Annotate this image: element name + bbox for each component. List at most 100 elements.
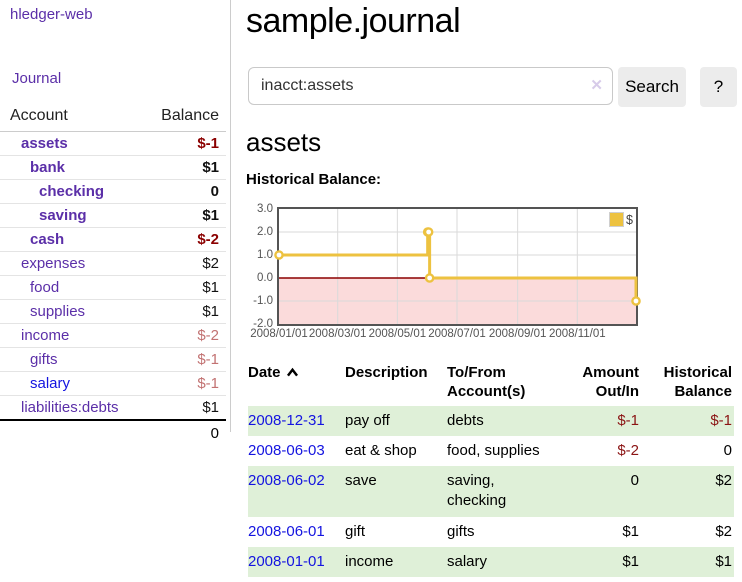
- balance-chart: 3.0 2.0 1.0 0.0 -1.0 -2.0 $ 2008/01/01 2008/03…: [245, 200, 715, 346]
- register-header-row: Date Description To/From Account(s) Amou…: [248, 361, 734, 406]
- x-axis-tick: 2008/11/01: [548, 328, 606, 340]
- register-header-balance: Historical Balance: [663, 364, 732, 400]
- account-balance: $-1: [197, 375, 219, 392]
- transaction-date-cell: 2008-06-01: [248, 517, 345, 547]
- register-header-amount: Amount Out/In: [582, 364, 639, 400]
- account-balance: $1: [202, 207, 219, 224]
- x-axis-tick: 2008/01/01: [250, 328, 308, 340]
- search-button[interactable]: Search: [618, 67, 686, 107]
- clear-search-icon[interactable]: ✕: [590, 77, 603, 94]
- register-header-accounts: To/From Account(s): [447, 364, 526, 400]
- y-axis-tick: 3.0: [257, 203, 273, 215]
- sidebar: hledger-web Journal Account Balance asse…: [0, 0, 231, 442]
- account-link-saving[interactable]: saving: [39, 207, 87, 224]
- accounts-body: assets $-1 bank $1 checking 0 saving $1 cash $-2 e…: [0, 132, 226, 419]
- transaction-date-cell: 2008-06-03: [248, 436, 345, 466]
- register-row: 2008-06-01 gift gifts $1 $2: [248, 517, 734, 547]
- account-row: bank $1: [0, 156, 226, 180]
- transaction-amount: 0: [630, 472, 639, 489]
- register-row: 2008-06-02 save saving, checking 0 $2: [248, 466, 734, 517]
- transaction-accounts: saving, checking: [447, 472, 507, 510]
- account-link-supplies[interactable]: supplies: [30, 303, 86, 320]
- account-balance: $-1: [197, 135, 219, 152]
- chart-plot[interactable]: $: [274, 207, 641, 326]
- transaction-date-link[interactable]: 2008-06-03: [248, 441, 325, 459]
- page-title: sample.journal: [246, 2, 461, 40]
- account-link-salary[interactable]: salary: [30, 375, 71, 392]
- y-axis-tick: -1.0: [253, 295, 273, 307]
- data-point-marker[interactable]: [423, 227, 434, 237]
- search-box: ✕: [248, 67, 613, 105]
- account-row: food $1: [0, 276, 226, 300]
- chart-title: Historical Balance:: [246, 171, 382, 188]
- help-button[interactable]: ?: [700, 67, 737, 107]
- transaction-amount: $1: [622, 522, 639, 540]
- transaction-description: eat & shop: [345, 441, 417, 459]
- transaction-balance: $2: [715, 472, 732, 489]
- account-row: saving $1: [0, 204, 226, 228]
- accounts-total-value: 0: [210, 425, 219, 442]
- account-row: assets $-1: [0, 132, 226, 156]
- account-link-food[interactable]: food: [30, 279, 60, 296]
- register-row: 2008-06-03 eat & shop food, supplies $-2 0: [248, 436, 734, 466]
- y-axis-tick: 0.0: [257, 272, 273, 284]
- register-row: 2008-12-31 pay off debts $-1 $-1: [248, 405, 734, 436]
- register-header-date[interactable]: Date: [248, 361, 345, 406]
- account-link-assets[interactable]: assets: [21, 135, 68, 152]
- account-link-expenses[interactable]: expenses: [21, 255, 86, 272]
- transaction-date-link[interactable]: 2008-06-01: [248, 522, 325, 540]
- account-balance: $1: [202, 303, 219, 320]
- transaction-amount: $1: [622, 552, 639, 570]
- register-table: Date Description To/From Account(s) Amou…: [248, 361, 734, 577]
- account-heading: assets: [246, 127, 322, 157]
- nav-journal-link[interactable]: Journal: [12, 70, 62, 87]
- transaction-accounts: salary: [447, 552, 488, 570]
- account-balance: $-1: [197, 351, 219, 368]
- search-input[interactable]: [249, 68, 612, 104]
- account-row: supplies $1: [0, 300, 226, 324]
- transaction-description: save: [345, 472, 377, 489]
- accounts-header-account: Account: [10, 107, 68, 124]
- transaction-amount: $-1: [617, 411, 639, 429]
- account-row: income $-2: [0, 324, 226, 348]
- account-balance: $1: [202, 279, 219, 296]
- data-point-marker[interactable]: [424, 273, 435, 283]
- account-link-income[interactable]: income: [21, 327, 70, 344]
- account-balance: $1: [202, 399, 219, 416]
- transaction-date-cell: 2008-06-02: [248, 466, 345, 517]
- transaction-balance: $2: [715, 522, 732, 540]
- account-link-checking[interactable]: checking: [39, 183, 105, 200]
- data-point-marker[interactable]: [631, 296, 641, 306]
- transaction-amount: $-2: [617, 441, 639, 459]
- register-header-description: Description: [345, 364, 428, 381]
- account-link-gifts[interactable]: gifts: [30, 351, 58, 368]
- register-body: 2008-12-31 pay off debts $-1 $-1 2008-06-03 ea…: [248, 405, 734, 577]
- data-point-marker[interactable]: [274, 250, 284, 260]
- sort-ascending-icon: [286, 367, 298, 377]
- accounts-header-balance: Balance: [161, 107, 219, 124]
- account-row: salary $-1: [0, 372, 226, 396]
- y-axis-tick: -2.0: [253, 318, 273, 330]
- account-row: gifts $-1: [0, 348, 226, 372]
- account-row: cash $-2: [0, 228, 226, 252]
- transaction-date-link[interactable]: 2008-12-31: [248, 411, 325, 429]
- transaction-date-link[interactable]: 2008-06-02: [248, 472, 325, 489]
- account-link-bank[interactable]: bank: [30, 159, 66, 176]
- transaction-description: gift: [345, 522, 366, 540]
- accounts-total-row: 0: [0, 419, 226, 442]
- transaction-balance: 0: [723, 441, 732, 459]
- x-axis-tick: 2008/07/01: [428, 328, 486, 340]
- accounts-table-header: Account Balance: [0, 103, 226, 132]
- brand-link[interactable]: hledger-web: [10, 6, 93, 23]
- account-row: checking 0: [0, 180, 226, 204]
- transaction-accounts: debts: [447, 411, 484, 429]
- account-row: expenses $2: [0, 252, 226, 276]
- account-link-cash[interactable]: cash: [30, 231, 65, 248]
- account-link-liabilities-debts[interactable]: liabilities:debts: [21, 399, 119, 416]
- transaction-balance: $1: [715, 552, 732, 570]
- account-row: liabilities:debts $1: [0, 396, 226, 419]
- transaction-date-link[interactable]: 2008-01-01: [248, 552, 325, 570]
- register-row: 2008-01-01 income salary $1 $1: [248, 546, 734, 577]
- register-header-date-label: Date: [248, 364, 281, 381]
- x-axis-tick: 2008/05/01: [368, 328, 427, 340]
